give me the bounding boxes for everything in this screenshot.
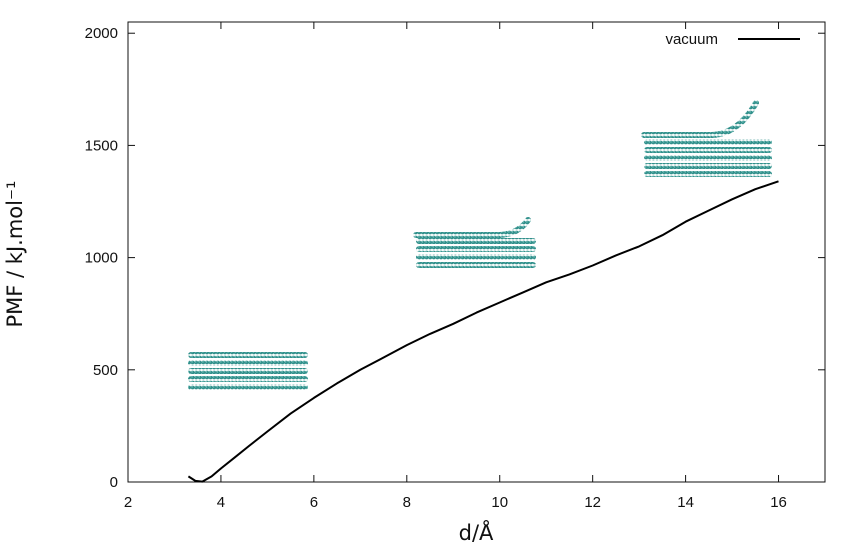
inset-layers-flat [188,352,308,390]
x-tick-label: 2 [124,494,132,511]
x-tick-label: 4 [217,494,225,511]
y-tick-label: 500 [93,362,118,379]
inset-layers-slight-peel [413,217,536,268]
y-tick-label: 1500 [85,137,118,154]
legend: vacuum [665,31,800,48]
y-tick-label: 2000 [85,25,118,42]
x-tick-label: 10 [491,494,508,511]
y-axis-ticks: 0 500 1000 1500 2000 [85,25,825,491]
x-axis-label: d/Å [459,519,494,545]
x-tick-label: 16 [770,494,787,511]
x-tick-label: 8 [403,494,411,511]
legend-label-vacuum: vacuum [665,31,718,48]
x-tick-label: 12 [584,494,601,511]
series-line-vacuum [187,180,779,483]
x-tick-label: 14 [677,494,694,511]
y-axis-label: PMF / kJ.mol⁻¹ [3,181,27,328]
x-axis-ticks: 2 4 6 8 10 12 14 16 [124,22,787,511]
y-tick-label: 1000 [85,250,118,267]
inset-layers-strong-peel [641,100,772,177]
y-tick-label: 0 [110,474,118,491]
series-layer [187,180,779,483]
x-tick-label: 6 [310,494,318,511]
plot-frame [127,21,826,483]
